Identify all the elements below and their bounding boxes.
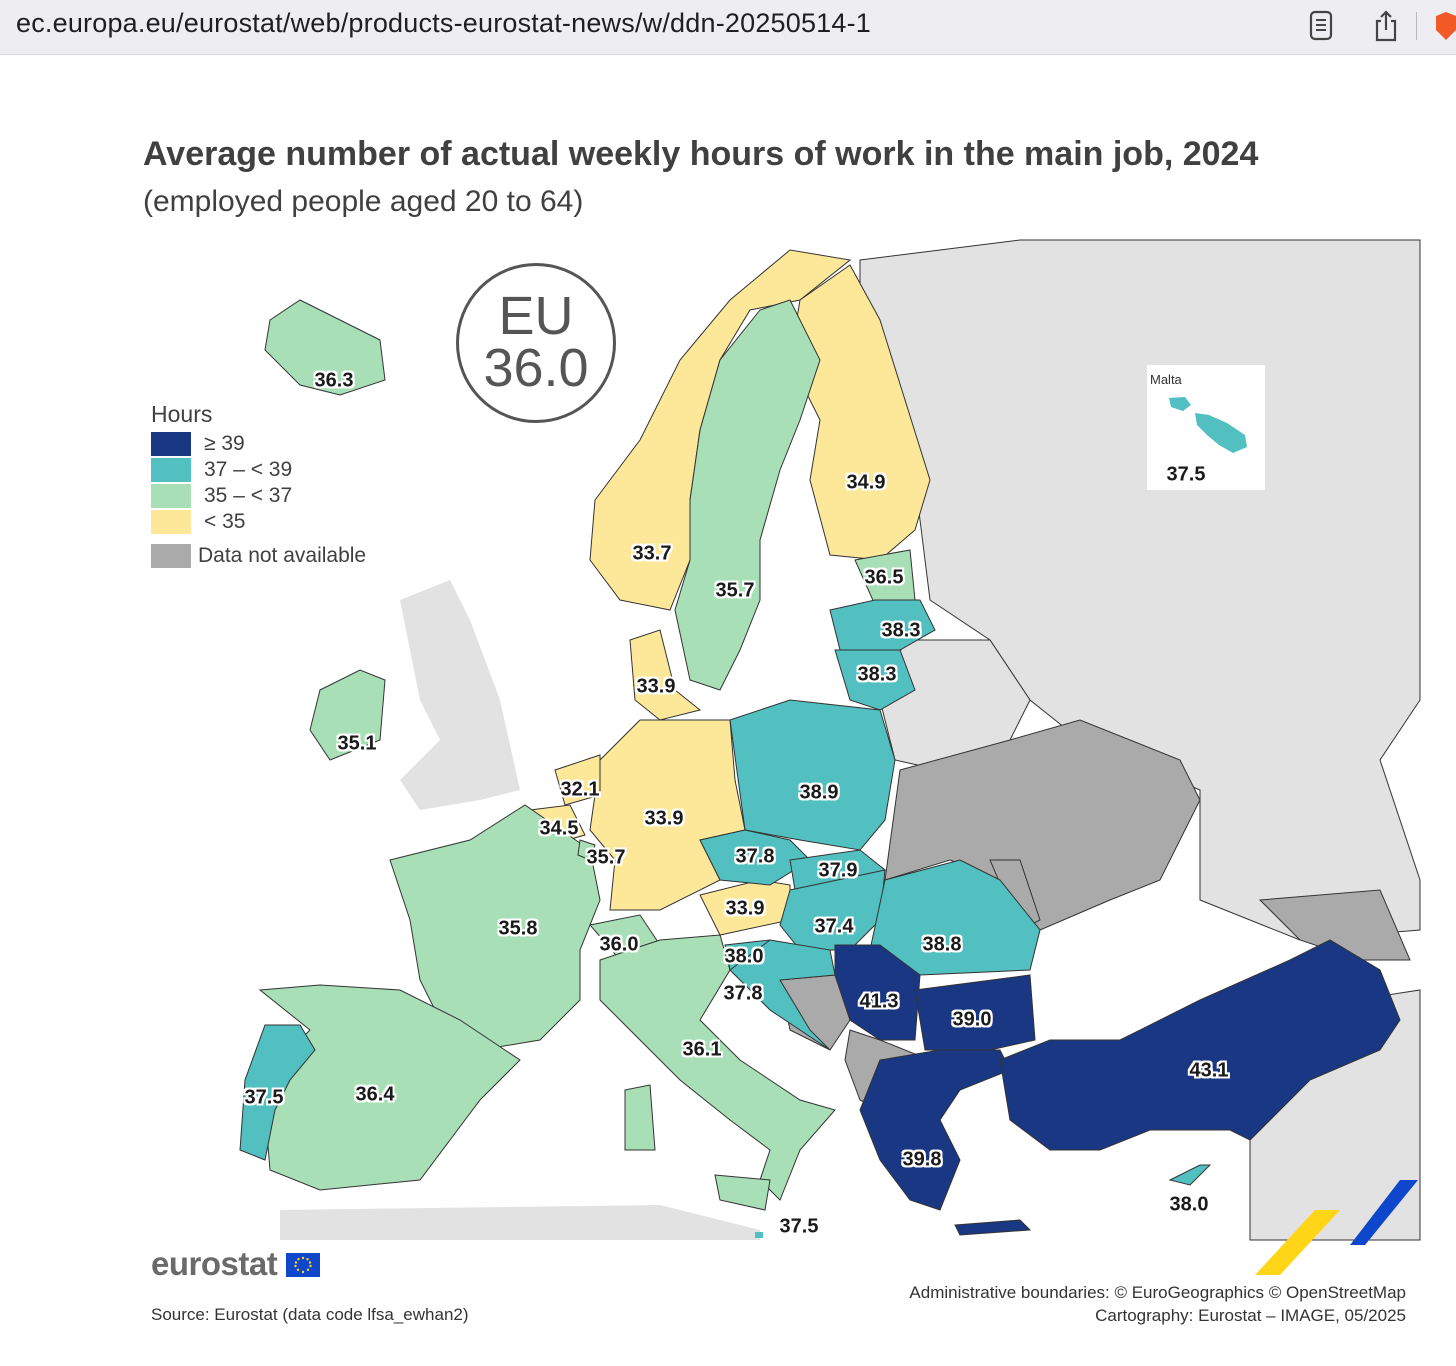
portugal: [239, 1024, 316, 1161]
value-label-slovakia: 37.9: [818, 859, 858, 882]
greece: [859, 1049, 1011, 1211]
turkiye: [999, 939, 1401, 1151]
eurostat-stripe-yellow: [1255, 1210, 1340, 1275]
netherlands: [554, 754, 601, 806]
value-label-cyprus: 38.0: [1169, 1193, 1209, 1216]
map-subtitle: (employed people aged 20 to 64): [143, 185, 584, 218]
ireland: [309, 669, 386, 761]
value-label-latvia: 38.3: [881, 619, 921, 642]
value-label-denmark: 33.9: [636, 675, 676, 698]
credits-boundaries: Administrative boundaries: © EuroGeograp…: [909, 1283, 1406, 1302]
eu-average-badge: EU 36.0: [456, 263, 616, 423]
value-label-belgium: 34.5: [539, 817, 579, 840]
france: [389, 804, 601, 1051]
bulgaria: [914, 974, 1036, 1051]
value-label-croatia: 37.8: [723, 982, 763, 1005]
norway: [589, 249, 852, 611]
value-label-portugal: 37.5: [244, 1086, 284, 1109]
value-label-malta: 37.5: [779, 1215, 819, 1238]
map-title: Average number of actual weekly hours of…: [143, 135, 1259, 173]
uk: [400, 580, 520, 810]
share-icon[interactable]: [1372, 9, 1400, 43]
serbia: [834, 944, 921, 1041]
address-bar[interactable]: ec.europa.eu/eurostat/web/products-euros…: [16, 8, 872, 38]
legend-swatch: [151, 458, 191, 482]
legend-swatch: [151, 510, 191, 534]
value-label-turkiye: 43.1: [1189, 1059, 1229, 1082]
value-label-luxembourg: 35.7: [586, 846, 626, 869]
crete: [954, 1219, 1032, 1236]
value-label-switzerland: 36.0: [599, 933, 639, 956]
credits-cartography: Cartography: Eurostat – IMAGE, 05/2025: [1095, 1306, 1406, 1325]
legend-title: Hours: [151, 401, 213, 427]
eurostat-logo: eurostat: [151, 1245, 278, 1282]
value-label-estonia: 36.5: [864, 566, 904, 589]
legend-swatch: [151, 544, 191, 568]
source-note: Source: Eurostat (data code lfsa_ewhan2): [151, 1305, 469, 1324]
caucasus: [1258, 889, 1411, 961]
reader-mode-icon[interactable]: [1308, 9, 1336, 43]
browser-toolbar: ec.europa.eu/eurostat/web/products-euros…: [0, 0, 1456, 55]
eu-badge-label: EU: [498, 286, 574, 346]
value-label-serbia: 41.3: [859, 990, 899, 1013]
italy: [599, 934, 836, 1201]
eu-badge-value: 36.0: [483, 338, 589, 398]
value-label-slovenia: 38.0: [724, 945, 764, 968]
finland: [789, 264, 931, 561]
value-label-iceland: 36.3: [314, 369, 354, 392]
value-label-italy: 36.1: [682, 1038, 722, 1061]
ukraine: [884, 719, 1201, 931]
legend-label: ≥ 39: [204, 432, 245, 455]
legend-swatch: [151, 484, 191, 508]
cyprus: [1168, 1164, 1212, 1186]
malta-inset-title: Malta: [1150, 372, 1182, 387]
legend-label: 35 – < 37: [204, 484, 293, 507]
iceland: [264, 299, 386, 396]
value-label-malta-inset: 37.5: [1166, 463, 1206, 486]
value-label-czechia: 37.8: [735, 845, 775, 868]
value-label-bulgaria: 39.0: [952, 1008, 992, 1031]
value-label-france: 35.8: [498, 917, 538, 940]
lithuania: [834, 649, 916, 711]
legend-label: Data not available: [198, 544, 367, 567]
value-label-spain: 36.4: [355, 1083, 395, 1106]
luxembourg: [577, 839, 596, 861]
croatia: [729, 939, 836, 1051]
value-label-lithuania: 38.3: [857, 663, 897, 686]
value-label-poland: 38.9: [799, 781, 839, 804]
malta-main: [755, 1232, 763, 1238]
toolbar-divider: [1416, 12, 1417, 40]
poland: [729, 699, 896, 851]
value-label-hungary: 37.4: [814, 915, 854, 938]
malta-shape: [1169, 397, 1247, 453]
value-label-ireland: 35.1: [337, 732, 377, 755]
brave-shield-icon[interactable]: [1436, 10, 1456, 42]
value-label-germany: 33.9: [644, 807, 684, 830]
value-label-norway: 33.7: [632, 542, 672, 565]
value-label-sweden: 35.7: [715, 579, 755, 602]
value-label-finland: 34.9: [846, 471, 886, 494]
sweden: [674, 299, 821, 691]
malta-inset: Malta: [1146, 364, 1266, 491]
denmark: [629, 629, 702, 721]
legend-label: 37 – < 39: [204, 458, 293, 481]
value-label-austria: 33.9: [725, 897, 765, 920]
value-label-romania: 38.8: [922, 933, 962, 956]
eurostat-stripe-blue: [1350, 1180, 1418, 1245]
legend-swatch: [151, 432, 191, 456]
value-label-netherlands: 32.1: [560, 778, 600, 801]
sicily: [714, 1174, 771, 1211]
sardinia: [624, 1084, 656, 1151]
legend-label: < 35: [204, 510, 246, 533]
value-label-greece: 39.8: [902, 1148, 942, 1171]
eu-flag-icon: [286, 1253, 320, 1277]
north-africa: [280, 1205, 760, 1240]
